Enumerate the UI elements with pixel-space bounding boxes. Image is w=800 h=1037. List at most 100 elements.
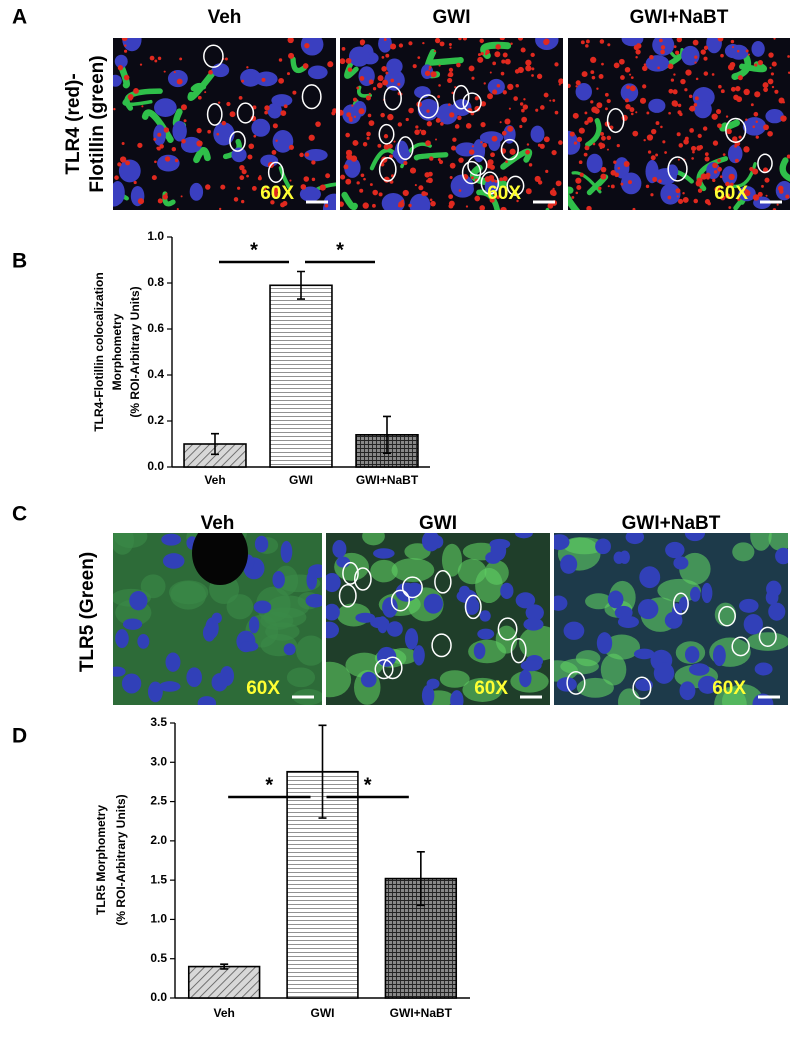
red-dot: [700, 49, 706, 55]
red-dot: [121, 38, 128, 42]
red-dot: [646, 111, 650, 115]
red-dot: [428, 65, 432, 69]
red-dot: [397, 204, 401, 208]
red-dot: [625, 104, 631, 110]
nucleus: [255, 71, 278, 87]
red-dot: [677, 158, 680, 161]
red-dot: [677, 103, 682, 108]
red-dot: [667, 195, 672, 200]
red-dot: [275, 139, 278, 142]
red-dot: [465, 205, 469, 208]
vessel: [192, 533, 248, 585]
red-dot: [581, 71, 588, 78]
nucleus: [342, 104, 362, 124]
red-dot: [714, 186, 721, 193]
red-dot: [572, 112, 579, 119]
red-dot: [417, 56, 421, 59]
nucleus: [180, 136, 202, 153]
green-cell: [657, 578, 701, 602]
red-dot: [743, 88, 750, 96]
red-dot: [390, 43, 397, 50]
nucleus: [162, 553, 185, 569]
red-dot: [124, 44, 127, 47]
nucleus: [413, 645, 425, 666]
red-dot: [632, 130, 639, 137]
red-dot: [248, 143, 255, 150]
roi-circle: [566, 670, 586, 695]
nucleus: [645, 55, 670, 72]
red-dot: [426, 109, 430, 113]
y-tick-label: 0.6: [147, 321, 164, 335]
nucleus: [283, 643, 296, 656]
red-dot: [655, 121, 660, 126]
red-dot: [752, 168, 759, 175]
nucleus: [157, 154, 180, 172]
roi-circle: [758, 626, 777, 647]
nucleus: [515, 592, 536, 609]
nucleus: [751, 41, 765, 57]
red-dot: [241, 199, 245, 204]
image-title: Veh: [208, 7, 242, 28]
red-dot: [762, 82, 769, 89]
nucleus: [167, 69, 188, 88]
micrograph: [326, 533, 550, 705]
nucleus: [673, 556, 689, 570]
red-dot: [437, 95, 441, 99]
nucleus: [775, 181, 790, 201]
red-dot: [712, 162, 718, 169]
red-dot: [348, 116, 353, 121]
nucleus: [681, 45, 700, 66]
green-cell: [518, 625, 550, 661]
red-dot: [292, 90, 297, 95]
red-dot: [422, 41, 425, 45]
red-dot: [278, 77, 284, 84]
nucleus: [122, 38, 142, 52]
nucleus: [586, 153, 603, 174]
nucleus: [436, 103, 458, 125]
red-dot: [584, 145, 590, 151]
red-dot: [447, 73, 451, 77]
red-dot: [502, 52, 508, 58]
red-dot: [617, 166, 621, 170]
red-dot: [402, 189, 409, 197]
red-dot: [711, 113, 718, 120]
red-dot: [691, 157, 694, 160]
red-dot: [381, 56, 385, 59]
red-dot: [474, 105, 481, 112]
error-bar: [211, 432, 219, 456]
y-axis-title: Morphometry: [110, 313, 124, 390]
micrograph: [554, 533, 788, 705]
red-dot: [767, 130, 773, 137]
red-dot: [451, 145, 457, 151]
red-dot: [675, 50, 680, 55]
red-dot: [171, 146, 177, 152]
red-dot: [717, 123, 722, 129]
red-dot: [433, 50, 436, 53]
y-axis-title-group: TLR4-Flotillin colocalization Morphometry…: [92, 272, 142, 431]
nucleus: [490, 540, 507, 561]
red-dot: [440, 122, 444, 126]
bar: [187, 965, 261, 999]
green-cell: [226, 594, 254, 620]
red-dot: [703, 45, 709, 50]
red-dot: [448, 194, 454, 200]
red-dot: [651, 128, 657, 135]
red-dot: [500, 206, 507, 210]
nucleus: [617, 615, 640, 628]
red-dot: [499, 38, 504, 40]
nucleus: [332, 540, 347, 558]
y-tick-label: 0.5: [150, 951, 167, 965]
red-dot: [672, 89, 678, 95]
red-dot: [124, 49, 128, 53]
red-dot: [430, 71, 437, 78]
nucleus: [514, 533, 533, 539]
red-dot: [412, 64, 417, 69]
red-dot: [280, 202, 286, 208]
nucleus: [473, 642, 486, 660]
red-dot: [525, 65, 532, 72]
red-dot: [196, 127, 202, 134]
red-dot: [728, 206, 732, 209]
nucleus: [679, 596, 690, 611]
red-dot: [340, 109, 344, 116]
red-dot: [480, 141, 483, 144]
